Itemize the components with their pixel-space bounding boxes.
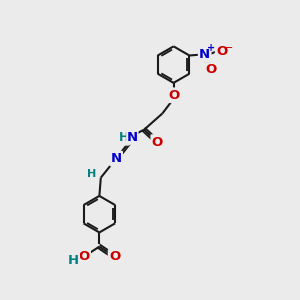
Text: N: N <box>127 131 138 144</box>
Text: H: H <box>118 131 129 144</box>
Text: O: O <box>109 250 120 263</box>
Text: O: O <box>152 136 163 148</box>
Text: O: O <box>168 89 179 102</box>
Text: O: O <box>206 63 217 76</box>
Text: −: − <box>224 43 233 53</box>
Text: O: O <box>216 45 227 58</box>
Text: H: H <box>87 169 97 179</box>
Text: N: N <box>111 152 122 165</box>
Text: +: + <box>207 43 215 53</box>
Text: N: N <box>199 48 210 61</box>
Text: H: H <box>68 254 79 267</box>
Text: O: O <box>78 250 90 263</box>
